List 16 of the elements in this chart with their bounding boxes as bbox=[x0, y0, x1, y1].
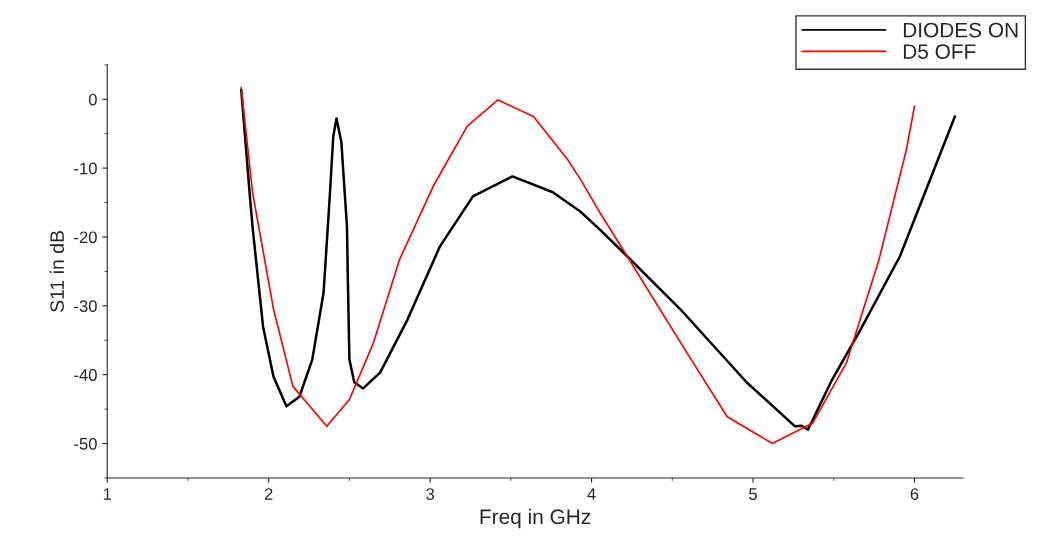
x-axis-title: Freq in GHz bbox=[480, 508, 591, 529]
legend-label: DIODES ON bbox=[903, 22, 1018, 38]
y-tick-label: -40 bbox=[74, 369, 97, 381]
y-tick-label: -20 bbox=[74, 231, 97, 244]
y-tick-label: -30 bbox=[74, 300, 97, 313]
x-tick-label: 3 bbox=[426, 488, 435, 500]
x-tick-label: 2 bbox=[264, 488, 273, 500]
y-tick-label: -10 bbox=[74, 162, 97, 175]
x-tick-label: 6 bbox=[910, 488, 919, 500]
y-axis-title: S11 in dB bbox=[49, 230, 65, 312]
x-tick-label: 1 bbox=[103, 488, 112, 500]
y-tick-label: 0 bbox=[88, 93, 97, 106]
y-tick-label: -50 bbox=[74, 437, 97, 450]
x-tick-label: 5 bbox=[749, 488, 757, 500]
x-tick-label: 4 bbox=[587, 488, 596, 500]
legend-label: D5 OFF bbox=[903, 44, 976, 59]
